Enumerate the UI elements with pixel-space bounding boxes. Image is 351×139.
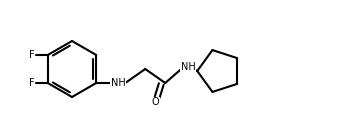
Text: F: F — [29, 78, 34, 88]
Text: F: F — [29, 50, 34, 60]
Text: NH: NH — [111, 78, 126, 88]
Text: NH: NH — [181, 62, 196, 72]
Text: O: O — [151, 97, 159, 107]
